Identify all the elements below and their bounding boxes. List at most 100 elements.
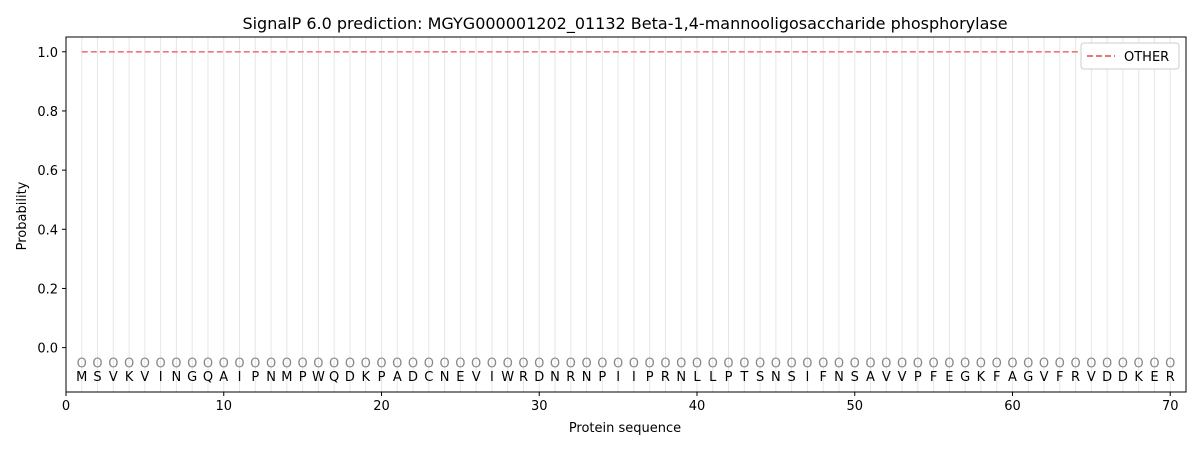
state-label-47: O bbox=[802, 356, 812, 371]
residue-68: K bbox=[1134, 370, 1143, 385]
residue-58: K bbox=[977, 370, 986, 385]
residue-28: W bbox=[501, 370, 514, 385]
state-label-30: O bbox=[534, 356, 544, 371]
residue-66: D bbox=[1102, 370, 1112, 385]
x-tick-label-10: 10 bbox=[215, 399, 232, 414]
state-label-24: O bbox=[439, 356, 449, 371]
state-label-35: O bbox=[613, 356, 623, 371]
residue-69: E bbox=[1150, 370, 1158, 385]
residue-9: Q bbox=[203, 370, 213, 385]
state-label-33: O bbox=[581, 356, 591, 371]
legend: OTHER bbox=[1080, 42, 1180, 70]
state-label-34: O bbox=[597, 356, 607, 371]
residue-61: G bbox=[1023, 370, 1033, 385]
state-label-28: O bbox=[503, 356, 513, 371]
state-label-22: O bbox=[408, 356, 418, 371]
x-tick-label-20: 20 bbox=[373, 399, 390, 414]
residue-34: P bbox=[598, 370, 606, 385]
state-label-8: O bbox=[187, 356, 197, 371]
residue-27: I bbox=[490, 370, 494, 385]
residue-36: I bbox=[632, 370, 636, 385]
residue-26: V bbox=[472, 370, 481, 385]
residue-23: C bbox=[424, 370, 433, 385]
residue-38: R bbox=[661, 370, 670, 385]
residue-30: D bbox=[534, 370, 544, 385]
residue-25: E bbox=[456, 370, 464, 385]
state-label-43: O bbox=[739, 356, 749, 371]
state-label-7: O bbox=[171, 356, 181, 371]
state-label-12: O bbox=[250, 356, 260, 371]
state-label-10: O bbox=[219, 356, 229, 371]
state-label-26: O bbox=[471, 356, 481, 371]
residue-70: R bbox=[1166, 370, 1175, 385]
residue-46: S bbox=[788, 370, 796, 385]
residue-67: D bbox=[1118, 370, 1128, 385]
state-label-20: O bbox=[376, 356, 386, 371]
state-label-6: O bbox=[156, 356, 166, 371]
state-label-64: O bbox=[1070, 356, 1080, 371]
residue-54: P bbox=[914, 370, 922, 385]
x-tick-label-40: 40 bbox=[689, 399, 706, 414]
state-label-60: O bbox=[1007, 356, 1017, 371]
residue-19: K bbox=[361, 370, 370, 385]
residue-17: Q bbox=[329, 370, 339, 385]
residue-45: N bbox=[771, 370, 781, 385]
state-label-58: O bbox=[976, 356, 986, 371]
y-axis: 0.0 0.2 0.4 0.6 0.8 1.0 bbox=[37, 46, 66, 357]
state-label-4: O bbox=[124, 356, 134, 371]
state-label-32: O bbox=[566, 356, 576, 371]
residue-44: S bbox=[756, 370, 764, 385]
x-tick-label-50: 50 bbox=[846, 399, 863, 414]
state-label-17: O bbox=[329, 356, 339, 371]
chart-title: SignalP 6.0 prediction: MGYG000001202_01… bbox=[242, 14, 1007, 34]
residue-64: R bbox=[1071, 370, 1080, 385]
residue-5: V bbox=[140, 370, 149, 385]
state-label-14: O bbox=[282, 356, 292, 371]
state-label-38: O bbox=[660, 356, 670, 371]
plot-frame bbox=[65, 36, 1187, 393]
residue-29: R bbox=[519, 370, 528, 385]
residue-3: V bbox=[109, 370, 118, 385]
y-tick-label-1: 1.0 bbox=[37, 46, 58, 61]
y-tick-label-0.6: 0.6 bbox=[37, 164, 58, 179]
state-label-66: O bbox=[1102, 356, 1112, 371]
state-label-69: O bbox=[1149, 356, 1159, 371]
residue-15: P bbox=[299, 370, 307, 385]
state-label-15: O bbox=[298, 356, 308, 371]
residue-57: G bbox=[960, 370, 970, 385]
residue-31: N bbox=[550, 370, 560, 385]
residue-42: P bbox=[725, 370, 733, 385]
residue-62: V bbox=[1040, 370, 1049, 385]
state-label-51: O bbox=[865, 356, 875, 371]
state-label-49: O bbox=[834, 356, 844, 371]
residue-6: I bbox=[159, 370, 163, 385]
state-label-9: O bbox=[203, 356, 213, 371]
state-label-70: O bbox=[1165, 356, 1175, 371]
state-label-56: O bbox=[944, 356, 954, 371]
residue-52: V bbox=[882, 370, 891, 385]
state-label-54: O bbox=[913, 356, 923, 371]
residue-18: D bbox=[345, 370, 355, 385]
legend-box bbox=[1080, 42, 1180, 70]
state-label-63: O bbox=[1055, 356, 1065, 371]
state-label-2: O bbox=[92, 356, 102, 371]
residue-21: A bbox=[393, 370, 402, 385]
residue-33: N bbox=[582, 370, 592, 385]
residue-13: N bbox=[266, 370, 276, 385]
residue-2: S bbox=[93, 370, 101, 385]
x-tick-label-60: 60 bbox=[1004, 399, 1021, 414]
residue-55: F bbox=[930, 370, 937, 385]
residue-24: N bbox=[440, 370, 450, 385]
state-label-25: O bbox=[455, 356, 465, 371]
legend-label-other: OTHER bbox=[1124, 50, 1169, 65]
residue-16: W bbox=[312, 370, 325, 385]
state-label-41: O bbox=[708, 356, 718, 371]
y-tick-label-0.8: 0.8 bbox=[37, 105, 58, 120]
residue-60: A bbox=[1008, 370, 1017, 385]
state-label-37: O bbox=[645, 356, 655, 371]
residue-48: F bbox=[819, 370, 826, 385]
residue-7: N bbox=[172, 370, 182, 385]
y-tick-label-0: 0.0 bbox=[37, 342, 58, 357]
residue-11: I bbox=[238, 370, 242, 385]
